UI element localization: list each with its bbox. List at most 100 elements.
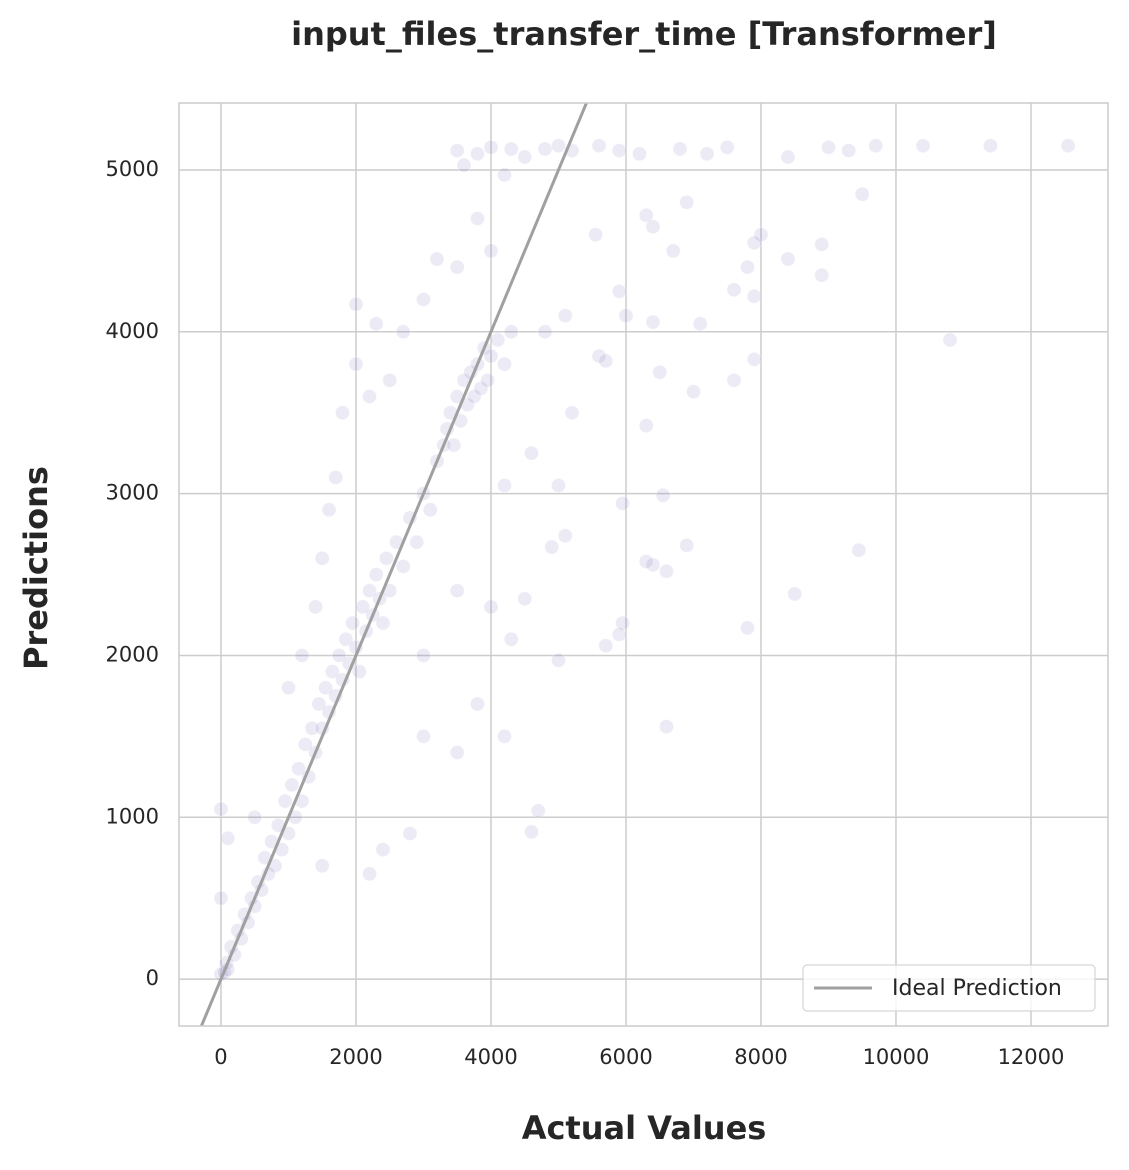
point bbox=[638, 554, 654, 570]
point bbox=[318, 680, 334, 696]
point bbox=[375, 615, 391, 631]
point bbox=[361, 389, 377, 405]
point bbox=[658, 563, 674, 579]
point bbox=[469, 696, 485, 712]
point bbox=[655, 487, 671, 503]
point bbox=[672, 141, 688, 157]
point bbox=[588, 227, 604, 243]
point bbox=[496, 478, 512, 494]
point bbox=[409, 534, 425, 550]
point bbox=[726, 372, 742, 388]
point bbox=[368, 316, 384, 332]
point bbox=[638, 418, 654, 434]
point bbox=[483, 243, 499, 259]
point bbox=[550, 652, 566, 668]
point bbox=[496, 728, 512, 744]
point bbox=[395, 324, 411, 340]
point bbox=[449, 583, 465, 599]
point bbox=[469, 211, 485, 227]
point bbox=[564, 405, 580, 421]
point bbox=[550, 478, 566, 494]
point bbox=[496, 356, 512, 372]
point bbox=[503, 631, 519, 647]
point bbox=[982, 138, 998, 154]
point bbox=[692, 316, 708, 332]
point bbox=[361, 866, 377, 882]
point bbox=[355, 599, 371, 615]
point bbox=[517, 149, 533, 165]
point bbox=[615, 495, 631, 511]
ideal-line-group bbox=[200, 103, 588, 1026]
point bbox=[645, 557, 661, 573]
point bbox=[699, 146, 715, 162]
point bbox=[324, 664, 340, 680]
point bbox=[1060, 138, 1076, 154]
point bbox=[247, 809, 263, 825]
point bbox=[638, 207, 654, 223]
point bbox=[351, 664, 367, 680]
legend: Ideal Prediction bbox=[802, 964, 1096, 1012]
point bbox=[645, 219, 661, 235]
point bbox=[469, 146, 485, 162]
point bbox=[841, 143, 857, 159]
point bbox=[304, 720, 320, 736]
point bbox=[345, 615, 361, 631]
point bbox=[466, 389, 482, 405]
point bbox=[942, 332, 958, 348]
point bbox=[429, 251, 445, 267]
point bbox=[645, 314, 661, 330]
point bbox=[665, 243, 681, 259]
point bbox=[753, 227, 769, 243]
point bbox=[719, 139, 735, 155]
point bbox=[523, 445, 539, 461]
point bbox=[915, 138, 931, 154]
point bbox=[598, 353, 614, 369]
legend-box bbox=[802, 964, 1096, 1012]
point bbox=[814, 267, 830, 283]
point bbox=[402, 825, 418, 841]
point bbox=[291, 761, 307, 777]
point bbox=[557, 528, 573, 544]
point bbox=[611, 143, 627, 159]
point bbox=[456, 157, 472, 173]
point bbox=[449, 259, 465, 275]
chart-title: input_files_transfer_time [Transformer] bbox=[291, 15, 997, 53]
point bbox=[851, 542, 867, 558]
x-tick-label: 0 bbox=[214, 1045, 227, 1069]
point bbox=[739, 620, 755, 636]
point bbox=[780, 251, 796, 267]
y-tick-label: 0 bbox=[146, 966, 159, 990]
point bbox=[314, 858, 330, 874]
point bbox=[679, 194, 695, 210]
point bbox=[814, 236, 830, 252]
point bbox=[368, 567, 384, 583]
point bbox=[480, 372, 496, 388]
point bbox=[297, 736, 313, 752]
point bbox=[631, 146, 647, 162]
point bbox=[496, 167, 512, 183]
x-tick-label: 12000 bbox=[998, 1045, 1065, 1069]
point bbox=[611, 626, 627, 642]
point bbox=[517, 591, 533, 607]
plot-frame bbox=[178, 102, 1109, 1027]
point bbox=[820, 139, 836, 155]
point bbox=[854, 186, 870, 202]
legend-label: Ideal Prediction bbox=[892, 976, 1062, 1001]
y-tick-label: 1000 bbox=[106, 804, 159, 828]
point bbox=[415, 728, 431, 744]
point bbox=[284, 777, 300, 793]
point bbox=[615, 615, 631, 631]
x-tick-label: 4000 bbox=[464, 1045, 517, 1069]
point bbox=[490, 332, 506, 348]
point bbox=[213, 801, 229, 817]
y-tick-label: 4000 bbox=[106, 319, 159, 343]
x-axis-label: Actual Values bbox=[522, 1109, 767, 1147]
point bbox=[746, 288, 762, 304]
point bbox=[739, 259, 755, 275]
point bbox=[503, 141, 519, 157]
point bbox=[483, 599, 499, 615]
point bbox=[395, 558, 411, 574]
point bbox=[415, 291, 431, 307]
point bbox=[348, 296, 364, 312]
